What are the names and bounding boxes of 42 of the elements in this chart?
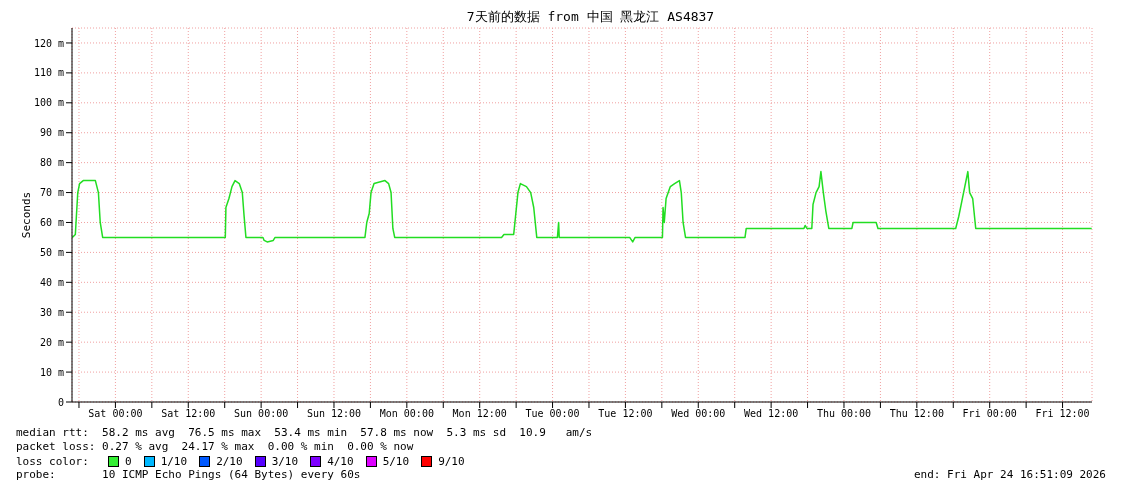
- x-tick-label: Mon 12:00: [452, 408, 507, 420]
- text: 3/10: [271, 454, 299, 468]
- y-tick-label: 90 m: [39, 127, 64, 139]
- chart-title: 7天前的数据 from 中国 黑龙江 AS4837: [465, 8, 716, 26]
- y-tick-label: 50 m: [39, 246, 64, 258]
- y-tick-label: 100 m: [33, 97, 64, 109]
- text: packet loss: 0.27 % avg 24.17 % max 0.00 % min 0.00 % now: [16, 440, 415, 454]
- text: 9/10: [438, 454, 465, 468]
- text: end: Fri Apr 24 16:51:09 2026: [913, 468, 1106, 482]
- x-tick-label: Thu 00:00: [816, 408, 872, 420]
- line-series: [72, 170, 1092, 243]
- y-tick-label: 110 m: [33, 67, 64, 79]
- x-tick-label: Sun 12:00: [306, 408, 362, 420]
- text: probe: 10 ICMP Echo Pings (64 Bytes) every 60s: [16, 468, 361, 482]
- x-tick-label: Sat 00:00: [88, 408, 143, 420]
- x-tick-label: Sun 00:00: [234, 408, 289, 420]
- y-tick-label: 120 m: [33, 37, 64, 49]
- y-tick-label: 20 m: [39, 336, 64, 348]
- x-tick-label: Fri 12:00: [1035, 408, 1090, 420]
- y-tick-label: 30 m: [39, 306, 64, 318]
- y-tick-label: 80 m: [39, 157, 64, 169]
- y-axis-title: Seconds: [19, 191, 33, 239]
- y-tick-label: 60 m: [39, 217, 64, 229]
- text: 2/10: [216, 454, 243, 468]
- x-tick-label: Fri 00:00: [962, 408, 1017, 420]
- text: 0: [125, 454, 132, 468]
- text: loss color:: [16, 454, 90, 468]
- x-tick-label: Wed 00:00: [671, 408, 726, 420]
- x-tick-label: Mon 00:00: [379, 408, 434, 420]
- x-tick-label: Tue 12:00: [598, 408, 653, 420]
- y-tick-label: 0: [57, 396, 64, 408]
- text: 1/10: [160, 454, 188, 468]
- x-tick-label: Sat 12:00: [161, 408, 216, 420]
- x-tick-label: Wed 12:00: [744, 408, 799, 420]
- text: median rtt: 58.2 ms avg 76.5 ms max 53.4 ms min 57.8 ms now 5.3 ms sd 10.9 am/s: [16, 426, 594, 440]
- text: 4/10: [327, 454, 354, 468]
- y-tick-label: 70 m: [39, 187, 64, 199]
- x-tick-label: Thu 12:00: [889, 408, 944, 420]
- x-tick-label: Tue 00:00: [525, 408, 580, 420]
- y-tick-label: 40 m: [39, 276, 64, 288]
- text: 5/10: [382, 454, 410, 468]
- y-tick-label: 10 m: [39, 366, 64, 378]
